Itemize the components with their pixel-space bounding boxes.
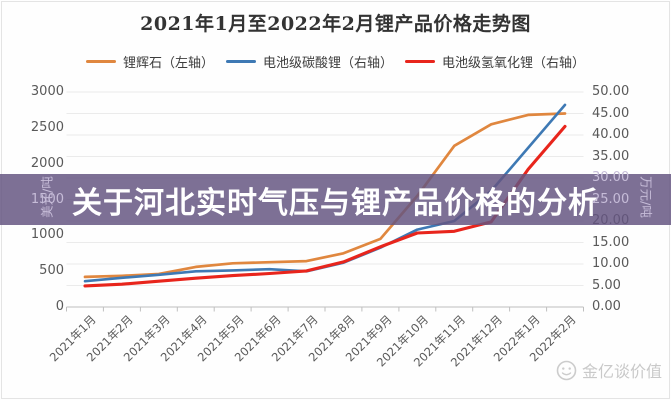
y-axis-left-label: 500 — [39, 263, 64, 279]
legend-item-spodumene: 锂辉石（左轴） — [85, 52, 214, 71]
y-axis-left-label: 1500 — [30, 191, 64, 207]
y-axis-left-label: 3000 — [30, 84, 64, 99]
y-axis-right-label: 0.00 — [592, 299, 621, 314]
watermark: 金亿谈价值 — [556, 358, 662, 382]
legend-label-lithium-carbonate: 电池级碳酸锂（右轴） — [262, 56, 393, 71]
series-line-spodumene — [83, 112, 567, 279]
y-axis-left-label: 1000 — [30, 227, 64, 243]
legend-swatch-lithium-hydroxide — [405, 59, 435, 64]
y-axis-right-title: 万元/吨 — [638, 176, 654, 218]
legend-swatch-lithium-carbonate — [225, 59, 256, 64]
smiley-face-icon — [556, 360, 577, 380]
chart-title: 2021年1月至2022年2月锂产品价格走势图 — [140, 13, 531, 35]
y-axis-right-label: 35.00 — [592, 148, 630, 164]
y-axis-right-label: 15.00 — [592, 234, 630, 250]
legend-swatch-spodumene — [85, 59, 116, 64]
y-axis-right-label: 50.00 — [592, 84, 630, 99]
y-axis-left-title: 美元/吨 — [39, 176, 55, 218]
y-axis-right-label: 25.00 — [592, 191, 630, 207]
y-axis-right-label: 30.00 — [592, 170, 630, 185]
headline-banner-overlay: 关于河北实时气压与锂产品价格的分析 — [0, 174, 671, 225]
headline-banner-text: 关于河北实时气压与锂产品价格的分析 — [72, 185, 599, 221]
y-axis-right-label: 10.00 — [592, 256, 630, 271]
legend-item-lithium-hydroxide: 电池级氢氧化锂（右轴） — [405, 52, 585, 71]
y-axis-right-label: 45.00 — [592, 105, 630, 121]
y-axis-right-label: 5.00 — [592, 277, 621, 293]
legend-label-spodumene: 锂辉石（左轴） — [122, 56, 214, 71]
y-axis-right-label: 40.00 — [592, 127, 630, 142]
y-axis-left-label: 2000 — [30, 155, 64, 171]
legend: 锂辉石（左轴） 电池级碳酸锂（右轴） 电池级氢氧化锂（右轴） — [0, 52, 671, 71]
legend-item-lithium-carbonate: 电池级碳酸锂（右轴） — [225, 52, 393, 71]
y-axis-left-label: 2500 — [30, 119, 64, 135]
y-axis-left-label: 0 — [55, 299, 64, 314]
watermark-text: 金亿谈价值 — [581, 362, 662, 381]
legend-label-lithium-hydroxide: 电池级氢氧化锂（右轴） — [442, 56, 586, 71]
